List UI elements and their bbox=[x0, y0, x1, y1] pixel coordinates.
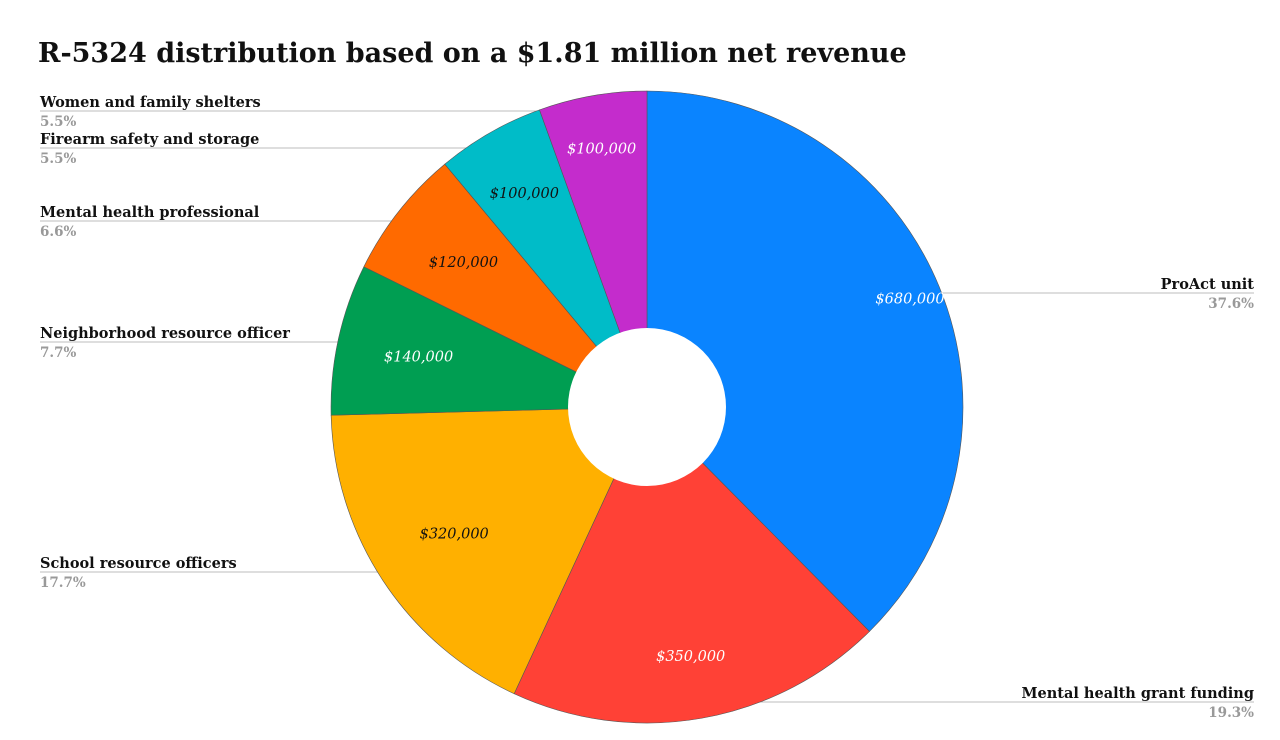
slice-percent-label-mental-health-grant-funding: 19.3% bbox=[1208, 705, 1254, 721]
slice-proact-unit bbox=[646, 90, 964, 632]
slice-name-labels: ProAct unit 37.6% Mental health grant fund… bbox=[39, 94, 1254, 721]
slice-value-labels: $680,000 $350,000 $320,000 $140,000 $120,000… bbox=[384, 142, 945, 665]
value-label-firearm-safety-and-storage: $100,000 bbox=[490, 186, 559, 202]
slice-mental-health-professional bbox=[363, 163, 648, 408]
slice-name-label-women-and-family-shelters: Women and family shelters bbox=[39, 94, 261, 111]
slice-percent-label-neighborhood-resource-officer: 7.7% bbox=[40, 345, 76, 361]
chart-title: R-5324 distribution based on a $1.81 mil… bbox=[38, 38, 907, 69]
donut-hole bbox=[568, 328, 726, 486]
slice-neighborhood-resource-officer bbox=[330, 266, 648, 416]
slice-name-label-neighborhood-resource-officer: Neighborhood resource officer bbox=[40, 325, 290, 342]
slice-mental-health-grant-funding bbox=[513, 406, 870, 724]
slice-name-label-firearm-safety-and-storage: Firearm safety and storage bbox=[40, 131, 259, 148]
slice-name-label-mental-health-grant-funding: Mental health grant funding bbox=[1021, 685, 1254, 702]
value-label-mental-health-professional: $120,000 bbox=[429, 255, 498, 271]
pie-slices bbox=[330, 90, 964, 724]
slice-name-label-school-resource-officers: School resource officers bbox=[40, 555, 237, 572]
value-label-mental-health-grant-funding: $350,000 bbox=[656, 649, 725, 665]
value-label-school-resource-officers: $320,000 bbox=[420, 527, 489, 543]
slice-percent-label-mental-health-professional: 6.6% bbox=[40, 224, 76, 240]
slice-name-label-proact-unit: ProAct unit bbox=[1161, 276, 1255, 293]
slice-women-and-family-shelters bbox=[539, 90, 648, 408]
slice-percent-label-women-and-family-shelters: 5.5% bbox=[40, 114, 76, 130]
slice-school-resource-officers bbox=[330, 406, 648, 695]
leader-line-mental-health-professional bbox=[40, 220, 435, 239]
slice-name-label-mental-health-professional: Mental health professional bbox=[40, 204, 260, 221]
slice-percent-label-proact-unit: 37.6% bbox=[1208, 296, 1254, 312]
value-label-neighborhood-resource-officer: $140,000 bbox=[384, 350, 453, 366]
slice-percent-label-school-resource-officers: 17.7% bbox=[40, 575, 86, 591]
value-label-women-and-family-shelters: $100,000 bbox=[567, 142, 636, 158]
leader-line-proact-unit bbox=[898, 292, 1254, 304]
slice-percent-label-firearm-safety-and-storage: 5.5% bbox=[40, 151, 76, 167]
leader-line-neighborhood-resource-officer bbox=[40, 341, 382, 349]
value-label-proact-unit: $680,000 bbox=[875, 292, 944, 308]
